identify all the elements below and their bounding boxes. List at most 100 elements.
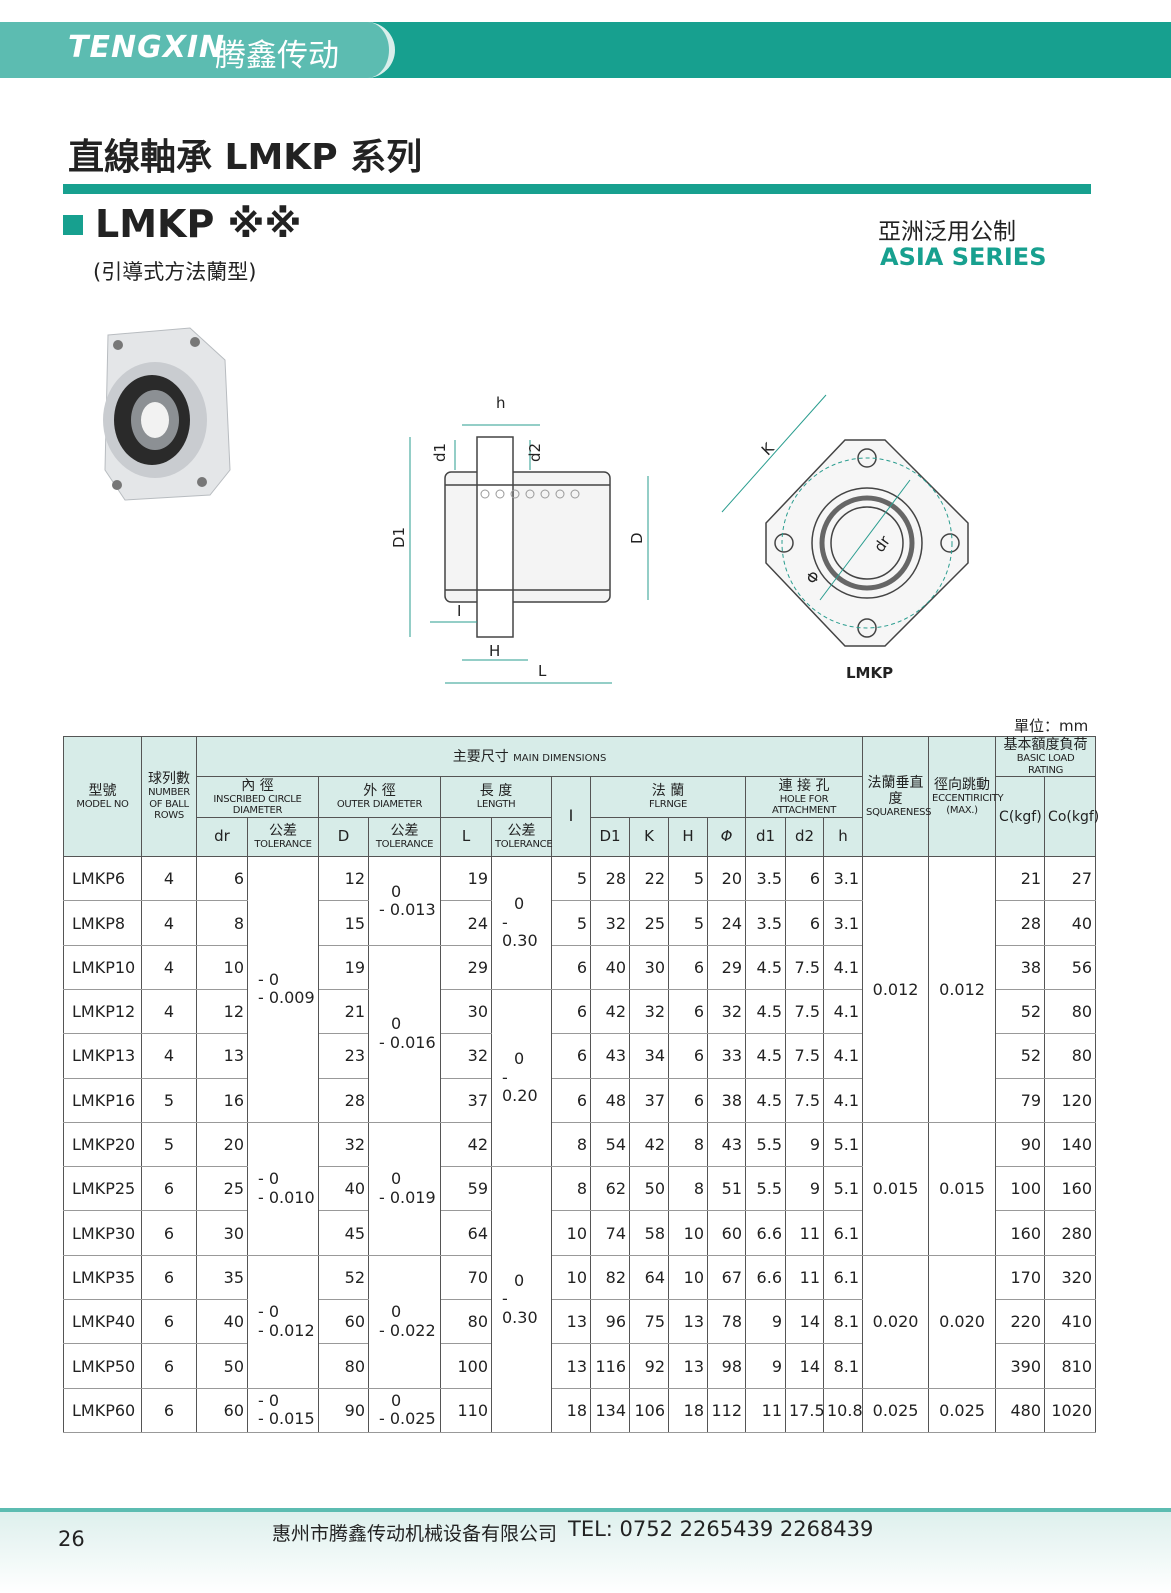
cell: 56 <box>1044 944 1097 990</box>
tolerance-line: 0 <box>391 1169 402 1189</box>
tolerance-line: - 0.012 <box>258 1320 315 1340</box>
cell: 10 <box>196 944 248 990</box>
th-en: INSCRIBED CIRCLE DIAMETER <box>213 793 302 817</box>
cell: 9 <box>745 1299 786 1345</box>
brand: TENGXIN <box>68 30 226 65</box>
th-cn: 型號 <box>88 782 117 799</box>
cell: 11 <box>785 1210 824 1256</box>
cell: 13 <box>196 1033 248 1079</box>
cell: 42 <box>590 988 630 1035</box>
cell: 80 <box>1044 1033 1097 1079</box>
cell: LMKP20 <box>63 1121 142 1168</box>
cell: 25 <box>196 1166 248 1212</box>
cell: 480 <box>995 1387 1046 1433</box>
th: 法 蘭 FLRNGE <box>590 776 746 819</box>
row: LMKP8 4 8 15 24 5 32 25 5 24 3.5 6 3.1 28 40 <box>63 900 1097 946</box>
th-en: NUMBER OF BALL ROWS <box>148 787 190 822</box>
cell: LMKP25 <box>63 1166 142 1212</box>
th: 基本額度負荷 BASIC LOAD RATING <box>995 735 1097 778</box>
cell: 6 <box>551 944 591 990</box>
cell: LMKP30 <box>63 1210 142 1256</box>
cell: 25 <box>629 900 669 946</box>
cell: 70 <box>440 1254 492 1301</box>
row: LMKP16 5 16 28 37 6 48 37 6 38 4.5 7.5 4.1 79 120 <box>63 1077 1097 1123</box>
cell: 48 <box>590 1077 630 1123</box>
cell: 14 <box>785 1343 824 1389</box>
cell: 32 <box>629 988 669 1035</box>
row: LMKP12 4 12 21 30 0- 0.20 6 42 32 6 32 4.5 7.5 4.1 52 8… <box>63 988 1097 1168</box>
cell: LMKP16 <box>63 1077 142 1123</box>
table-body: LMKP6 4 6- 0- 0.009 12 0- 0.013 19 0- 0.30 5 28 2… <box>63 856 1097 1433</box>
cell: 30 <box>629 944 669 990</box>
tolerance-line: - 0 <box>258 970 280 990</box>
cell: 10 <box>551 1254 591 1301</box>
cell: 32 <box>440 1033 492 1079</box>
cell: LMKP12 <box>63 988 142 1035</box>
cell: 140 <box>1044 1121 1097 1168</box>
th-cn: 內 徑 <box>241 777 274 794</box>
th-cn: 公差 <box>390 823 419 840</box>
th: D1 <box>590 817 630 858</box>
merged-cell: 0- 0.025 <box>368 1387 441 1433</box>
cell: 3.5 <box>745 856 786 902</box>
merged-cell: 0.012 <box>862 856 930 1123</box>
cell: 10.8 <box>822 1387 864 1433</box>
th-cn: 長 度 <box>479 783 513 800</box>
merged-cell: 0.025 <box>928 1387 997 1433</box>
merged-cell: 0.020 <box>862 1254 930 1389</box>
merged-cell: 0.012 <box>928 856 997 1123</box>
cell: 28 <box>590 856 630 902</box>
cell: 4.5 <box>745 988 786 1035</box>
cell: LMKP8 <box>63 900 142 946</box>
th: H <box>668 817 708 858</box>
th: D <box>318 817 369 858</box>
cell: 6.6 <box>745 1254 786 1301</box>
merged-cell: 0- 0.019 <box>368 1121 441 1256</box>
cell: 4.1 <box>822 944 864 990</box>
cell: 22 <box>629 856 669 902</box>
th-en: ECCENTIRICITY (MAX.) <box>932 793 1004 816</box>
cell: 28 <box>995 900 1046 946</box>
title: 直線軸承 LMKP 系列 <box>68 137 423 178</box>
cell: 5 <box>551 900 591 946</box>
tolerance-line: 0 <box>391 881 402 901</box>
header-tab <box>0 22 395 78</box>
cell: 74 <box>590 1210 630 1256</box>
tolerance-line: 0 <box>391 1014 402 1034</box>
tolerance-line: - 0.022 <box>379 1320 436 1340</box>
cell: 160 <box>1044 1166 1097 1212</box>
cell: 5.1 <box>822 1121 864 1168</box>
cell: 5.5 <box>745 1166 786 1212</box>
cell: 6 <box>551 1033 591 1079</box>
cell: 40 <box>590 944 630 990</box>
cell: 410 <box>1044 1299 1097 1345</box>
cell: 75 <box>629 1299 669 1345</box>
cell: 24 <box>707 900 746 946</box>
cell: 6 <box>785 856 824 902</box>
cell: 18 <box>551 1387 591 1433</box>
cell: 40 <box>1044 900 1097 946</box>
cell: 32 <box>590 900 630 946</box>
subtitle: (引導式方法蘭型) <box>93 260 257 284</box>
cell: 14 <box>785 1299 824 1345</box>
tolerance-line: - 0 <box>258 1169 280 1189</box>
cell: 11 <box>745 1387 786 1433</box>
cell: LMKP40 <box>63 1299 142 1345</box>
th: 公差 TOLERANCE <box>491 817 553 858</box>
cell: 5 <box>141 1121 197 1168</box>
cell: 27 <box>1044 856 1097 902</box>
cell: 60 <box>196 1387 248 1433</box>
cell: 37 <box>440 1077 492 1123</box>
cell: 112 <box>707 1387 746 1433</box>
cell: 90 <box>995 1121 1046 1168</box>
label: H <box>489 642 500 660</box>
cell: 4.5 <box>745 1077 786 1123</box>
merged-cell: 0.025 <box>862 1387 930 1433</box>
tolerance-line: - 0.20 <box>502 1067 538 1106</box>
cell: 3.1 <box>822 856 864 902</box>
cell: 9 <box>785 1121 824 1168</box>
cell: LMKP35 <box>63 1254 142 1301</box>
label: d2 <box>526 443 544 462</box>
cell: 34 <box>629 1033 669 1079</box>
tolerance-line: - 0.015 <box>258 1409 315 1429</box>
